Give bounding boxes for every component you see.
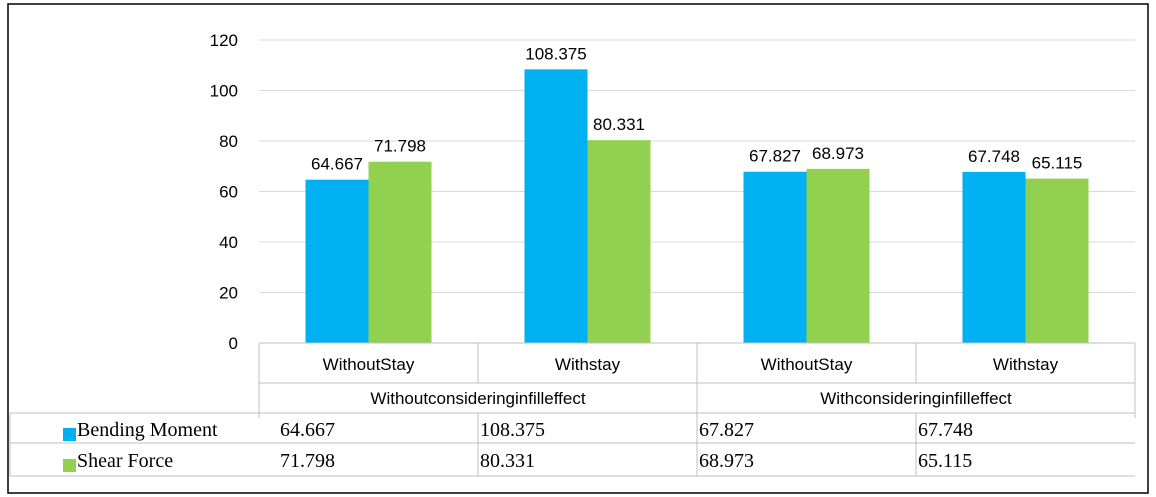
x-category-label: WithoutStay: [323, 355, 415, 374]
bar: [962, 171, 1026, 343]
table-cell: 80.331: [480, 450, 535, 472]
table-cell: 68.973: [699, 450, 754, 472]
table-cell: 67.827: [699, 419, 754, 441]
legend-swatch: [63, 459, 76, 472]
table-cell: 108.375: [480, 419, 545, 441]
data-label: 67.748: [968, 147, 1020, 166]
data-label: 64.667: [311, 155, 363, 174]
x-category-label: Withstay: [555, 355, 621, 374]
x-category-label: WithoutStay: [761, 355, 853, 374]
x-group-label: Withconsideringinfilleffect: [820, 389, 1012, 408]
data-label: 67.827: [749, 147, 801, 166]
bar: [1025, 178, 1089, 343]
y-tick-label: 40: [219, 233, 238, 252]
chart-frame: [7, 3, 1149, 494]
table-cell: 67.748: [918, 419, 973, 441]
legend-label: Shear Force: [77, 450, 173, 472]
table-cell: 64.667: [280, 419, 335, 441]
bar: [368, 161, 432, 343]
data-label: 108.375: [525, 44, 586, 63]
table-cell: 71.798: [280, 450, 335, 472]
data-label: 68.973: [812, 144, 864, 163]
y-tick-label: 80: [219, 132, 238, 151]
bar: [305, 179, 369, 343]
y-tick-label: 0: [229, 334, 238, 353]
y-tick-label: 20: [219, 284, 238, 303]
bar: [806, 168, 870, 343]
x-category-label: Withstay: [993, 355, 1059, 374]
y-tick-label: 120: [210, 31, 238, 50]
data-label: 65.115: [1032, 154, 1083, 173]
legend-swatch: [63, 428, 76, 441]
x-group-label: Withoutconsideringinfilleffect: [370, 389, 585, 408]
data-label: 71.798: [374, 137, 426, 156]
y-tick-label: 60: [219, 183, 238, 202]
legend-label: Bending Moment: [77, 419, 218, 441]
table-cell: 65.115: [918, 450, 972, 472]
y-tick-label: 100: [210, 82, 238, 101]
data-label: 80.331: [593, 115, 645, 134]
bar: [743, 171, 807, 343]
bar: [587, 140, 651, 343]
bar: [524, 69, 588, 344]
